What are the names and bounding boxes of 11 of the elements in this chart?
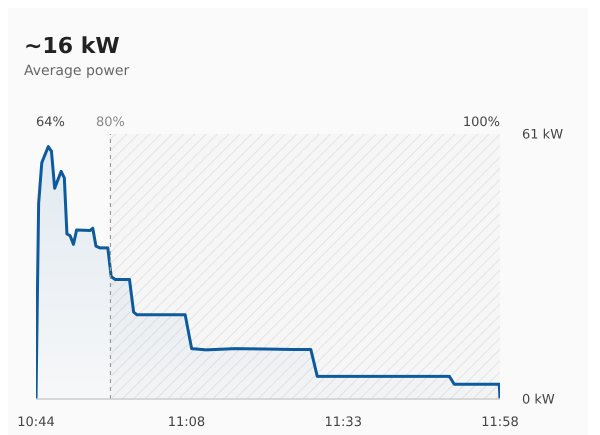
chart-subtitle: Average power: [24, 63, 130, 79]
text: 64%: [36, 115, 65, 130]
x-tick-label: 11:58: [481, 415, 519, 430]
x-tick-label: 10:44: [17, 415, 55, 430]
text: 80%: [96, 115, 125, 130]
text: 100%: [462, 115, 500, 130]
x-tick-label: 11:33: [324, 415, 362, 430]
y-tick-label: 0 kW: [522, 392, 555, 408]
x-tick-label: 11:08: [168, 415, 206, 430]
chart-title: ~16 kW: [24, 34, 121, 59]
y-tick-label: 61 kW: [522, 128, 564, 143]
